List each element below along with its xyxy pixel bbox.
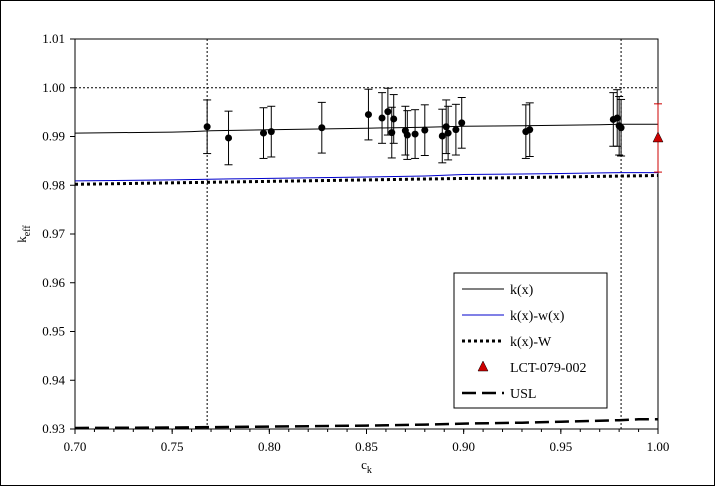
y-axis-label: keff (14, 225, 33, 243)
data-point (442, 123, 450, 131)
y-tick-label: 0.97 (42, 226, 65, 241)
legend-label: k(x)-w(x) (510, 309, 565, 324)
series-line-k-x-w-x- (74, 172, 658, 182)
data-point (318, 124, 326, 132)
data-point (260, 129, 268, 137)
data-point (613, 114, 621, 122)
legend-swatch (477, 360, 489, 372)
x-tick-label: 0.75 (161, 439, 184, 454)
legend-label: USL (510, 387, 536, 402)
legend-label: LCT-079-002 (510, 361, 586, 376)
y-tick-label: 0.95 (42, 324, 65, 339)
y-tick-label: 0.96 (42, 275, 65, 290)
x-tick-label: 0.95 (549, 439, 572, 454)
x-tick-label: 0.90 (452, 439, 475, 454)
data-point (384, 108, 392, 116)
legend-box (453, 272, 608, 409)
data-point (267, 128, 275, 136)
data-point (388, 129, 396, 137)
data-point (364, 111, 372, 119)
data-point (203, 123, 211, 131)
data-point (411, 130, 419, 138)
data-point (403, 131, 411, 139)
data-points (203, 87, 664, 173)
data-point (225, 134, 233, 142)
series-line-usl (74, 418, 658, 430)
legend-label: k(x)-W (510, 335, 552, 350)
x-tick-label: 1.00 (647, 439, 670, 454)
data-point (526, 126, 534, 134)
x-tick-label: 0.80 (258, 439, 281, 454)
data-point (438, 132, 446, 140)
legend: k(x) k(x)-w(x) k(x)-W LCT-079-002 USL (453, 272, 608, 409)
y-tick-label: 0.99 (42, 129, 65, 144)
x-axis-label: ck (361, 457, 372, 476)
highlight-point-marker (652, 131, 664, 143)
data-point (390, 115, 398, 123)
y-tick-label: 0.93 (42, 421, 65, 436)
x-tick-label: 0.70 (64, 439, 87, 454)
data-point (378, 114, 386, 122)
axes: 0.70 0.75 0.80 0.85 0.90 0.95 1.00 0.93 0.94 0.95… (14, 31, 669, 476)
data-point (421, 126, 429, 134)
x-tick-label: 0.85 (355, 439, 378, 454)
data-point (452, 126, 460, 134)
y-tick-label: 1.00 (42, 80, 65, 95)
data-point (617, 124, 625, 132)
series-line-k-x-w (74, 174, 659, 186)
data-point (444, 129, 452, 137)
legend-label: k(x) (510, 283, 534, 298)
y-tick-label: 0.98 (42, 177, 65, 192)
series-line-k-x- (74, 123, 658, 134)
y-tick-label: 1.01 (42, 31, 65, 46)
y-tick-label: 0.94 (42, 372, 65, 387)
data-point (458, 119, 466, 127)
